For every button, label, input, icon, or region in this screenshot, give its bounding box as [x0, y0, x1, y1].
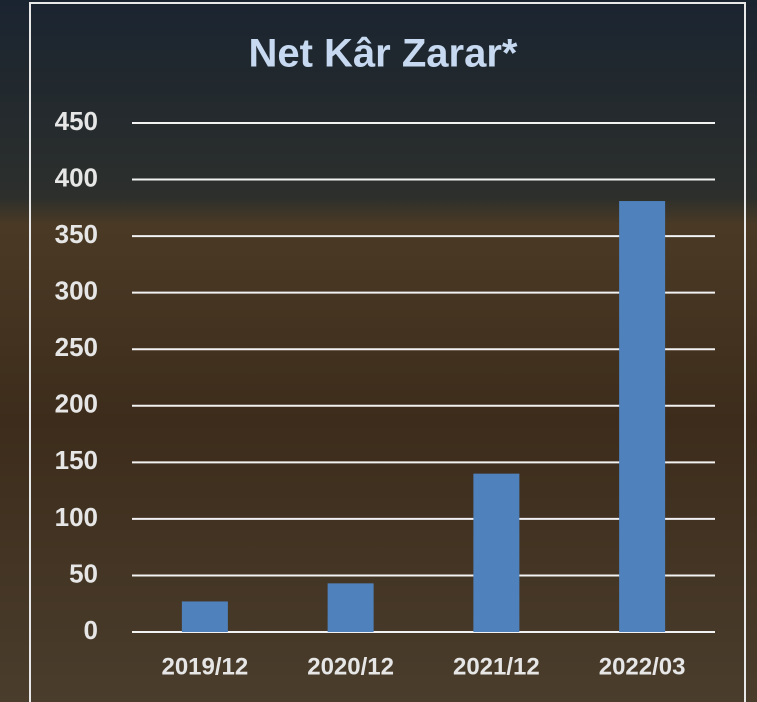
- x-tick-label: 2021/12: [453, 653, 540, 680]
- x-tick-label: 2022/03: [599, 653, 686, 680]
- chart-title: Net Kâr Zarar*: [248, 32, 517, 76]
- x-tick-label: 2019/12: [161, 653, 248, 680]
- y-tick-label: 450: [55, 106, 98, 136]
- y-tick-label: 400: [55, 162, 98, 192]
- bar: [181, 601, 228, 632]
- bar: [619, 201, 666, 632]
- y-tick-label: 100: [55, 502, 98, 532]
- y-tick-label: 50: [69, 558, 98, 588]
- y-tick-label: 0: [84, 615, 98, 645]
- y-tick-label: 150: [55, 445, 98, 475]
- bar: [473, 473, 520, 632]
- bar: [327, 583, 374, 632]
- x-tick-label: 2020/12: [307, 653, 394, 680]
- y-tick-label: 250: [55, 332, 98, 362]
- y-tick-label: 200: [55, 389, 98, 419]
- y-tick-label: 300: [55, 276, 98, 306]
- y-tick-label: 350: [55, 219, 98, 249]
- frame: [29, 2, 746, 702]
